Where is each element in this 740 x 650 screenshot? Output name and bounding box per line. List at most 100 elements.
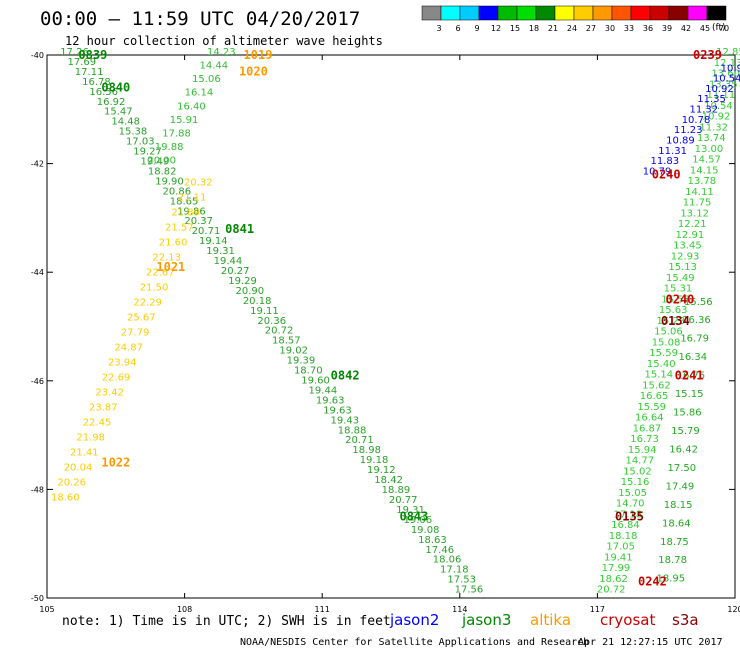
scale-label: 36 [643, 24, 653, 33]
wave-height-value: 20.72 [597, 585, 626, 596]
scale-swatch [573, 5, 594, 21]
wave-height-value: 21.89 [171, 207, 200, 218]
color-scale: 3 6 9 12 15 18 21 24 27 30 33 36 39 42 45 70 [421, 5, 729, 33]
wave-height-value: 12.93 [671, 251, 700, 262]
time-label: 0840 [101, 81, 130, 95]
wave-height-value: 10.92 [705, 84, 734, 95]
wave-height-value: 23.94 [108, 357, 137, 368]
wave-height-value: 14.77 [625, 456, 654, 467]
scale-label: 30 [605, 24, 615, 33]
wave-height-value: 18.98 [352, 445, 381, 456]
scale-label: 18 [529, 24, 539, 33]
wave-height-value: 18.64 [662, 518, 691, 529]
scale-swatch [497, 5, 518, 21]
wave-height-value: 19.49 [141, 157, 170, 168]
wave-height-value: 19.60 [301, 376, 330, 387]
wave-height-value: 10.54 [713, 74, 740, 85]
wave-height-value: 18.06 [433, 555, 462, 566]
wave-height-value: 18.62 [599, 574, 628, 585]
wave-height-value: 13.45 [673, 241, 702, 252]
scale-swatch [592, 5, 613, 21]
scale-label: 27 [586, 24, 596, 33]
wave-height-value: 21.98 [76, 432, 105, 443]
footer-timestamp: Apr 21 12:27:15 UTC 2017 [578, 637, 723, 648]
wave-height-value: 20.90 [236, 286, 265, 297]
wave-height-value: 18.75 [660, 537, 689, 548]
y-tick-label: -50 [31, 594, 44, 603]
wave-height-value: 24.87 [114, 342, 143, 353]
wave-height-value: 11.32 [699, 122, 728, 133]
wave-height-value: 20.72 [265, 326, 294, 337]
wave-height-value: 14.48 [111, 117, 140, 128]
wave-height-value: 11.11 [707, 90, 736, 101]
wave-height-value: 15.06 [654, 327, 683, 338]
wave-height-value: 19.39 [287, 356, 316, 367]
wave-height-value: 15.59 [637, 402, 666, 413]
satellite-legend: jason2 jason3 altika cryosat s3a [389, 611, 699, 629]
satellite-jason2: jason2 [389, 611, 439, 629]
wave-height-value: 16.79 [680, 334, 709, 345]
wave-height-value: 20.71 [192, 226, 221, 237]
wave-height-value: 16.78 [82, 77, 111, 88]
wave-height-value: 15.86 [673, 408, 702, 419]
y-tick-label: -40 [31, 51, 44, 60]
wave-height-value: 19.18 [360, 455, 389, 466]
wave-height-value: 15.38 [119, 127, 148, 138]
wave-height-value: 17.11 [75, 67, 104, 78]
track-cryosat2: 18.95 18.78 18.75 18.64 18.15 17.49 17.50 16.42… [656, 297, 712, 585]
wave-height-value: 19.12 [367, 465, 396, 476]
wave-height-value: 15.63 [659, 305, 688, 316]
wave-height-value: 15.79 [671, 426, 700, 437]
wave-height-value: 16.40 [177, 101, 206, 112]
wave-height-value: 18.95 [656, 574, 685, 585]
scale-label: 9 [474, 24, 479, 33]
wave-height-value: 11.23 [674, 125, 703, 136]
wave-height-value: 19.31 [396, 505, 425, 516]
wave-height-value: 19.44 [214, 256, 243, 267]
wave-height-value: 15.59 [649, 348, 678, 359]
track-jason3: 17.2617.6917.1116.7816.5616.9215.4714.48… [60, 47, 483, 596]
wave-height-value: 16.56 [89, 87, 118, 98]
wave-height-value: 18.88 [338, 425, 367, 436]
wave-height-value: 19.41 [604, 552, 633, 563]
wave-height-value: 10.78 [682, 115, 711, 126]
wave-height-value: 20.77 [389, 495, 418, 506]
wave-height-value: 12.13 [714, 58, 740, 69]
x-tick-label: 117 [590, 605, 605, 614]
scale-label: 3 [436, 24, 441, 33]
wave-height-value: 15.31 [664, 284, 693, 295]
scale-swatch [611, 5, 632, 21]
wave-height-value: 23.42 [95, 387, 124, 398]
wave-height-value: 15.13 [668, 262, 697, 273]
wave-height-value: 15.05 [618, 488, 647, 499]
time-label: 1022 [101, 455, 130, 469]
wave-height-value: 13.12 [680, 208, 709, 219]
scale-swatch [649, 5, 670, 21]
satellite-s3a: s3a [672, 611, 699, 629]
time-label: 0240 [666, 292, 695, 306]
wave-height-value: 14.57 [692, 155, 721, 166]
wave-height-value: 14.15 [690, 165, 719, 176]
time-label: 0242 [638, 575, 667, 589]
wave-height-value: 22.67 [146, 267, 175, 278]
footer-credit: NOAA/NESDIS Center for Satellite Applica… [240, 637, 589, 648]
wave-height-value: 15.23 [656, 316, 685, 327]
scale-swatch [421, 5, 442, 21]
time-label: 0841 [225, 222, 254, 236]
wave-height-value: 22.69 [102, 372, 131, 383]
time-label: 1021 [156, 260, 185, 274]
wave-height-value: 18.82 [148, 166, 177, 177]
wave-height-value: 18.78 [658, 555, 687, 566]
wave-height-value: 21.60 [159, 237, 188, 248]
wave-height-value: 20.18 [243, 296, 272, 307]
wave-height-value: 17.56 [455, 585, 484, 596]
scale-label: 15 [510, 24, 520, 33]
wave-height-value: 17.18 [614, 509, 643, 520]
wave-height-value: 15.06 [192, 74, 221, 85]
wave-height-value: 15.57 [661, 294, 690, 305]
chart-title: 00:00 – 11:59 UTC 04/20/2017 [40, 8, 360, 30]
wave-height-value: 18.63 [418, 535, 447, 546]
wave-height-value: 22.45 [83, 417, 112, 428]
wave-height-value: 15.94 [628, 445, 657, 456]
